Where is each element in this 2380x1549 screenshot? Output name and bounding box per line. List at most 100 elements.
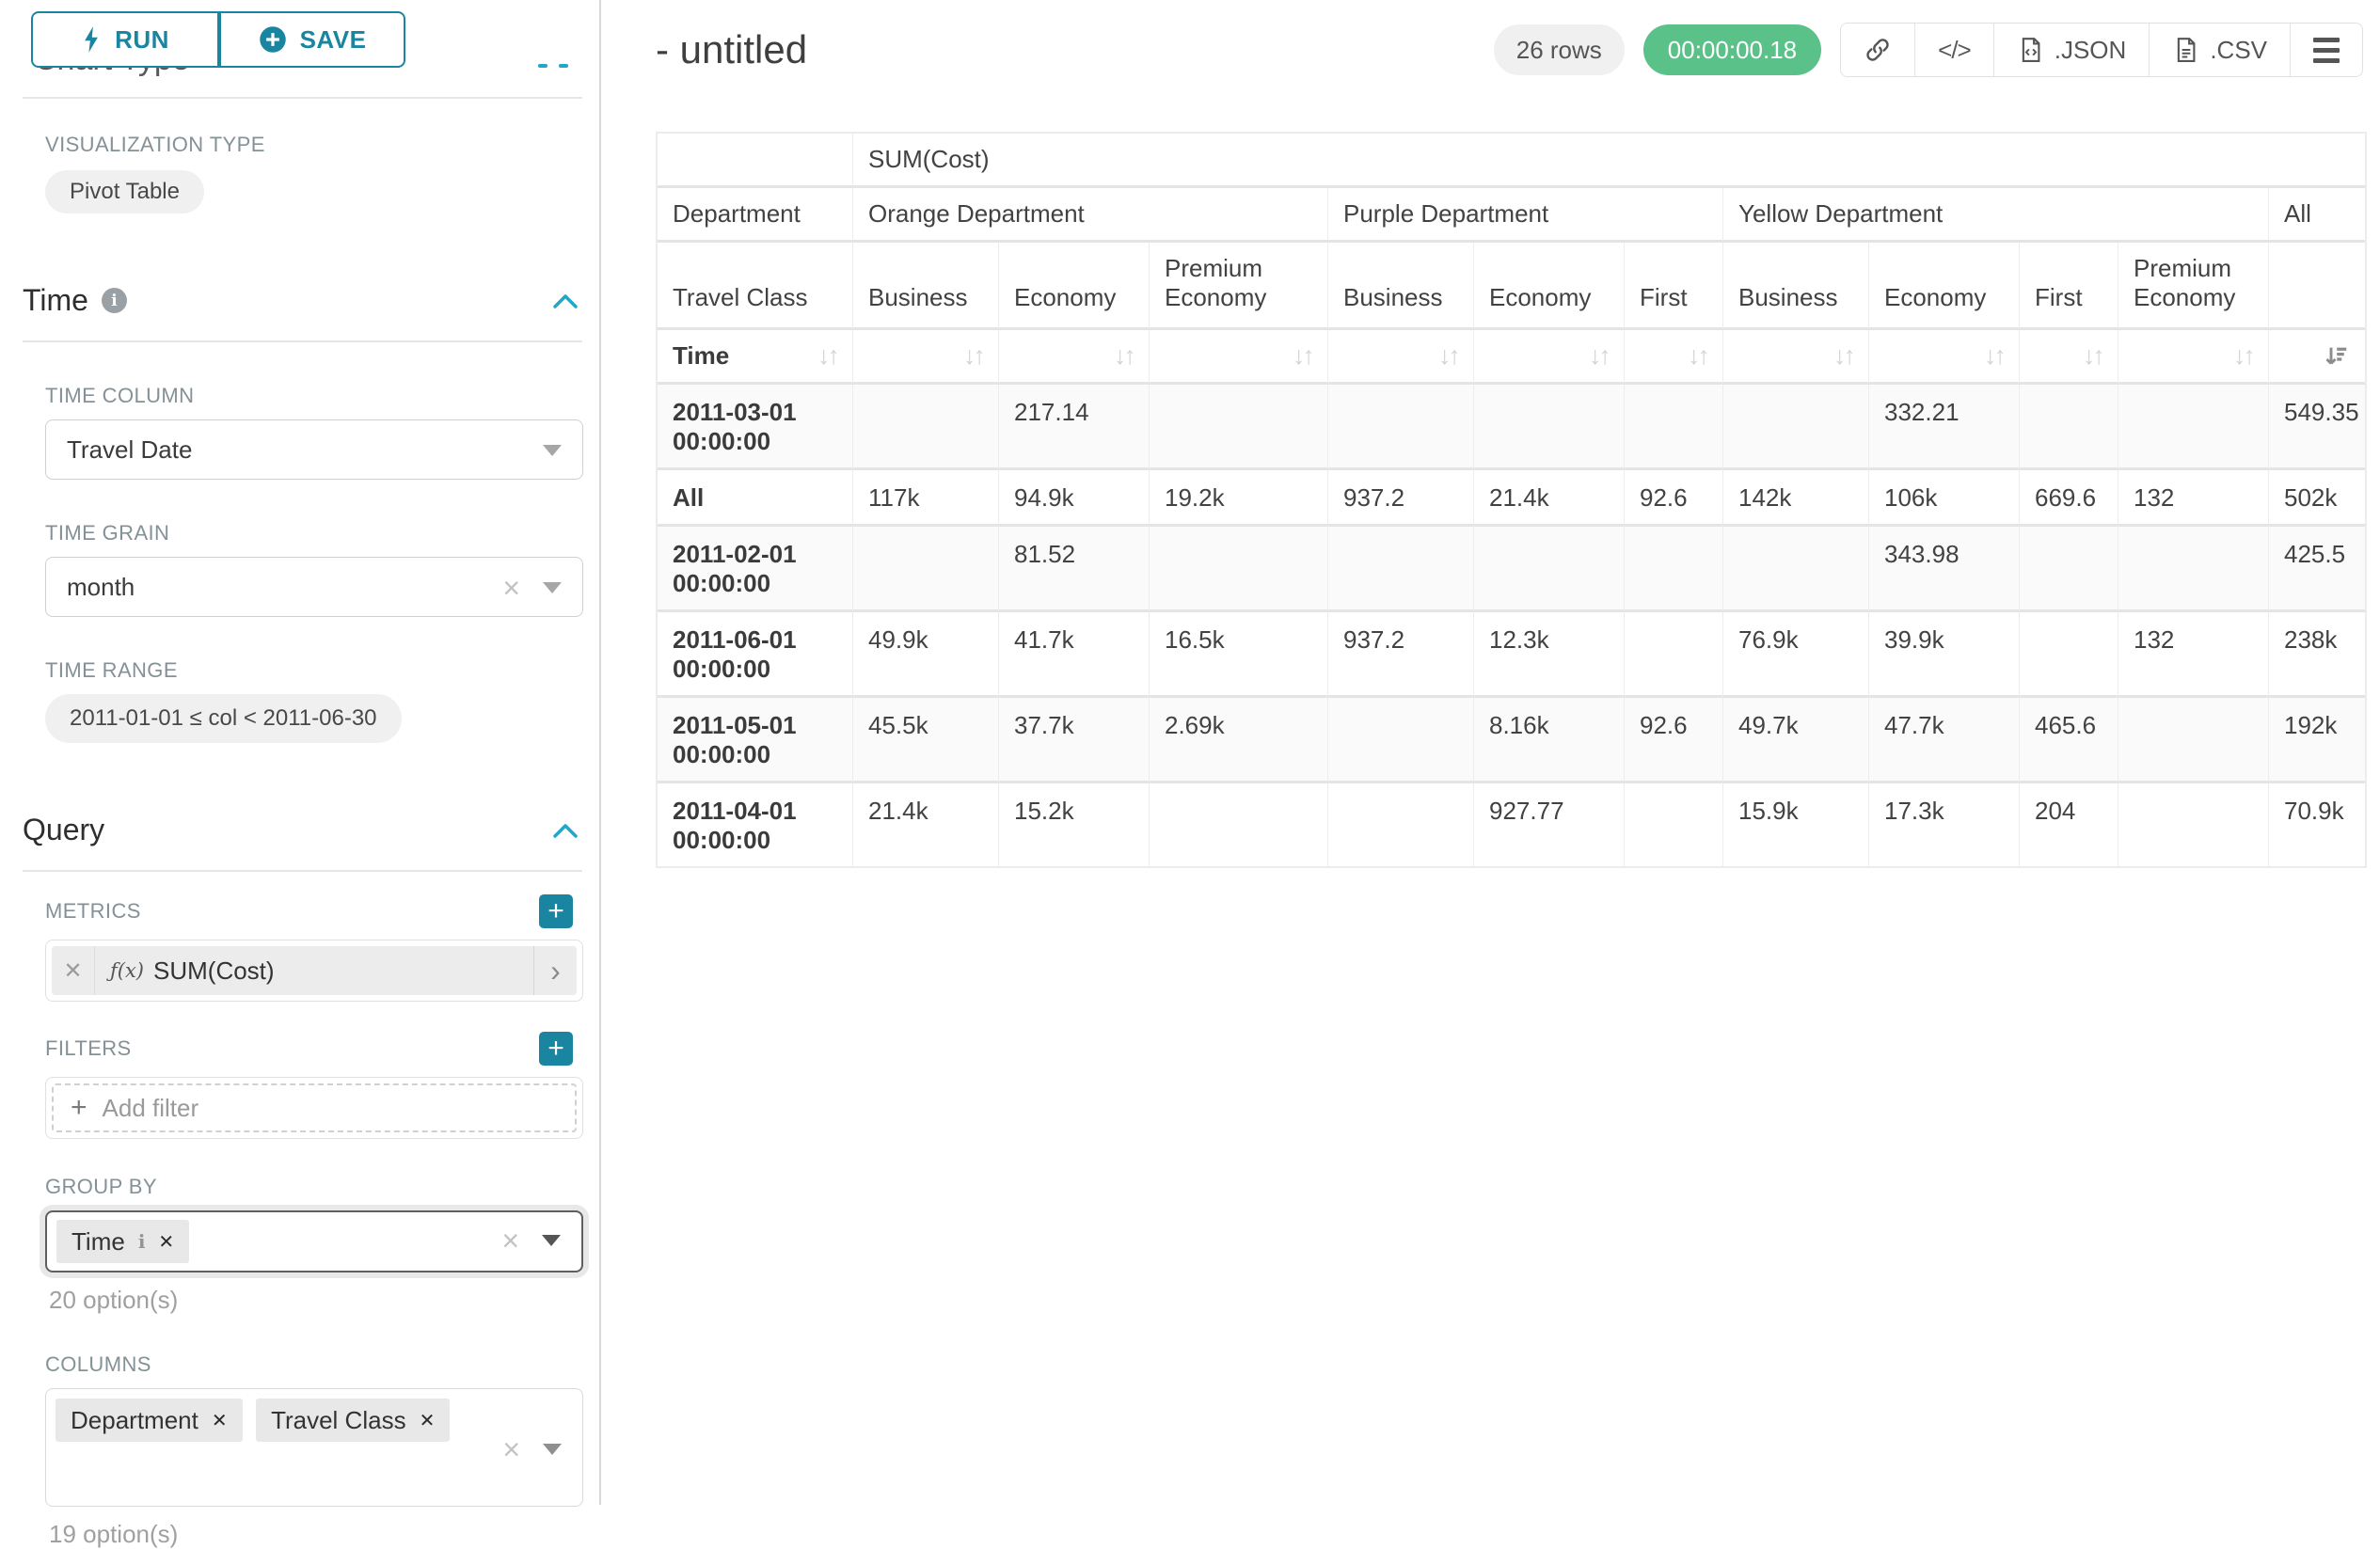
sort-icon[interactable]: ↓↑ xyxy=(1293,341,1312,371)
pivot-cell xyxy=(2118,698,2269,783)
pivot-cell: 425.5 xyxy=(2269,527,2365,612)
chart-title[interactable]: - untitled xyxy=(656,27,807,72)
remove-metric-icon[interactable]: ✕ xyxy=(52,946,95,995)
time-grain-select[interactable]: month × xyxy=(45,557,583,617)
sort-icon[interactable]: ↓↑ xyxy=(1833,341,1853,371)
remove-tag-icon[interactable]: ✕ xyxy=(158,1230,174,1254)
pivot-metric-header: SUM(Cost) xyxy=(853,134,2365,188)
pivot-column-group-header[interactable]: All xyxy=(2269,188,2365,243)
add-metric-button[interactable]: + xyxy=(539,894,573,928)
export-csv-button[interactable]: .CSV xyxy=(2149,24,2290,76)
sort-icon[interactable]: ↓↑ xyxy=(1984,341,2004,371)
pivot-subcolumn-header[interactable]: Premium Economy xyxy=(2118,243,2269,330)
pivot-subcolumn-header[interactable]: Economy xyxy=(1474,243,1625,330)
save-button-label: SAVE xyxy=(300,25,367,55)
pivot-cell xyxy=(1723,385,1869,470)
caret-down-icon[interactable] xyxy=(542,1235,561,1246)
pivot-cell: 39.9k xyxy=(1869,612,2020,698)
pivot-sort-header: ↓↑ xyxy=(1150,330,1328,385)
add-filter-plus-button[interactable]: + xyxy=(539,1032,573,1066)
sort-icon[interactable]: ↓↑ xyxy=(963,341,983,371)
sort-icon[interactable]: ↓↑ xyxy=(1438,341,1458,371)
pivot-sort-header: ↓↑ xyxy=(1474,330,1625,385)
caret-down-icon[interactable] xyxy=(543,1444,562,1455)
pivot-row-dimension-header: Department xyxy=(658,188,853,243)
sort-icon[interactable]: ↓↑ xyxy=(1688,341,1707,371)
pivot-cell: 21.4k xyxy=(853,783,999,866)
pivot-subcolumn-header[interactable]: Business xyxy=(853,243,999,330)
time-section-title: Time xyxy=(23,283,88,318)
query-section-title: Query xyxy=(23,813,104,847)
pivot-cell: 49.7k xyxy=(1723,698,1869,783)
pivot-cell: 15.2k xyxy=(999,783,1150,866)
export-json-button[interactable]: .JSON xyxy=(1993,24,2150,76)
pivot-subcolumn-header[interactable]: Economy xyxy=(999,243,1150,330)
sort-icon[interactable]: ↓↑ xyxy=(1589,341,1609,371)
pivot-cell xyxy=(1150,527,1328,612)
pivot-subcolumn-header[interactable]: Economy xyxy=(1869,243,2020,330)
chevron-up-icon[interactable] xyxy=(552,821,579,840)
pivot-subcolumn-header[interactable]: First xyxy=(2020,243,2118,330)
pivot-cell xyxy=(1328,783,1474,866)
pivot-subcolumn-header[interactable]: Business xyxy=(1723,243,1869,330)
pivot-subcolumn-header[interactable]: First xyxy=(1625,243,1723,330)
pivot-column-group-header[interactable]: Orange Department xyxy=(853,188,1328,243)
pivot-row-label: 2011-04-01 00:00:00 xyxy=(658,783,853,866)
metric-pill[interactable]: ✕ ƒ(x) SUM(Cost) › xyxy=(52,946,577,995)
embed-code-button[interactable]: </> xyxy=(1914,24,1993,76)
file-code-icon xyxy=(2017,36,2045,64)
columns-select[interactable]: Department ✕ Travel Class ✕ × xyxy=(45,1388,583,1507)
time-range-pill[interactable]: 2011-01-01 ≤ col < 2011-06-30 xyxy=(45,694,402,743)
columns-options-hint: 19 option(s) xyxy=(49,1520,599,1549)
pivot-cell xyxy=(1150,783,1328,866)
sort-icon[interactable]: ↓↑ xyxy=(2233,341,2253,371)
pivot-subdimension-header: Travel Class xyxy=(658,243,853,330)
pivot-sort-header xyxy=(2269,330,2365,385)
pivot-cell: 465.6 xyxy=(2020,698,2118,783)
columns-tag[interactable]: Department ✕ xyxy=(56,1399,243,1442)
pivot-sort-header: ↓↑ xyxy=(2118,330,2269,385)
time-column-select[interactable]: Travel Date xyxy=(45,419,583,480)
save-button[interactable]: SAVE xyxy=(219,11,405,68)
columns-tag[interactable]: Travel Class ✕ xyxy=(256,1399,450,1442)
time-grain-label: TIME GRAIN xyxy=(45,521,599,545)
clear-icon[interactable]: × xyxy=(502,571,520,606)
sort-icon[interactable]: ↓↑ xyxy=(1114,341,1134,371)
pivot-row-label: 2011-06-01 00:00:00 xyxy=(658,612,853,698)
expand-metric-icon[interactable]: › xyxy=(533,946,577,995)
add-filter-button[interactable]: + Add filter xyxy=(52,1083,577,1132)
pivot-column-group-header[interactable]: Purple Department xyxy=(1328,188,1723,243)
remove-tag-icon[interactable]: ✕ xyxy=(212,1409,228,1432)
short-link-button[interactable] xyxy=(1841,24,1914,76)
remove-tag-icon[interactable]: ✕ xyxy=(420,1409,436,1432)
chevron-up-icon[interactable] xyxy=(552,292,579,310)
pivot-subcolumn-header[interactable]: Business xyxy=(1328,243,1474,330)
pivot-cell: 41.7k xyxy=(999,612,1150,698)
pivot-cell: 21.4k xyxy=(1474,470,1625,527)
lightning-icon xyxy=(81,25,102,54)
run-button[interactable]: RUN xyxy=(31,11,219,68)
drag-handle[interactable] xyxy=(538,64,568,68)
pivot-cell xyxy=(1723,527,1869,612)
group-by-tag[interactable]: Time i ✕ xyxy=(56,1220,189,1263)
run-save-button-group: RUN SAVE xyxy=(31,11,405,68)
chart-panel: - untitled 26 rows 00:00:00.18 </> .JSON… xyxy=(603,0,2380,1505)
viz-type-pill[interactable]: Pivot Table xyxy=(45,170,204,213)
clear-icon[interactable]: × xyxy=(502,1432,520,1467)
sort-icon[interactable]: ↓↑ xyxy=(817,341,837,371)
pivot-cell: 238k xyxy=(2269,612,2365,698)
group-by-select[interactable]: Time i ✕ × xyxy=(45,1210,583,1272)
pivot-cell: 132 xyxy=(2118,470,2269,527)
pivot-cell: 106k xyxy=(1869,470,2020,527)
sort-descending-icon[interactable] xyxy=(2322,342,2350,371)
time-column-label: TIME COLUMN xyxy=(45,384,599,408)
pivot-subcolumn-header[interactable] xyxy=(2269,243,2365,330)
clear-icon[interactable]: × xyxy=(501,1224,519,1258)
pivot-column-group-header[interactable]: Yellow Department xyxy=(1723,188,2269,243)
sort-icon[interactable]: ↓↑ xyxy=(2083,341,2102,371)
pivot-cell: 549.35 xyxy=(2269,385,2365,470)
pivot-subcolumn-header[interactable]: Premium Economy xyxy=(1150,243,1328,330)
time-grain-value: month xyxy=(67,573,135,602)
menu-button[interactable] xyxy=(2290,24,2362,76)
pivot-cell xyxy=(2020,612,2118,698)
